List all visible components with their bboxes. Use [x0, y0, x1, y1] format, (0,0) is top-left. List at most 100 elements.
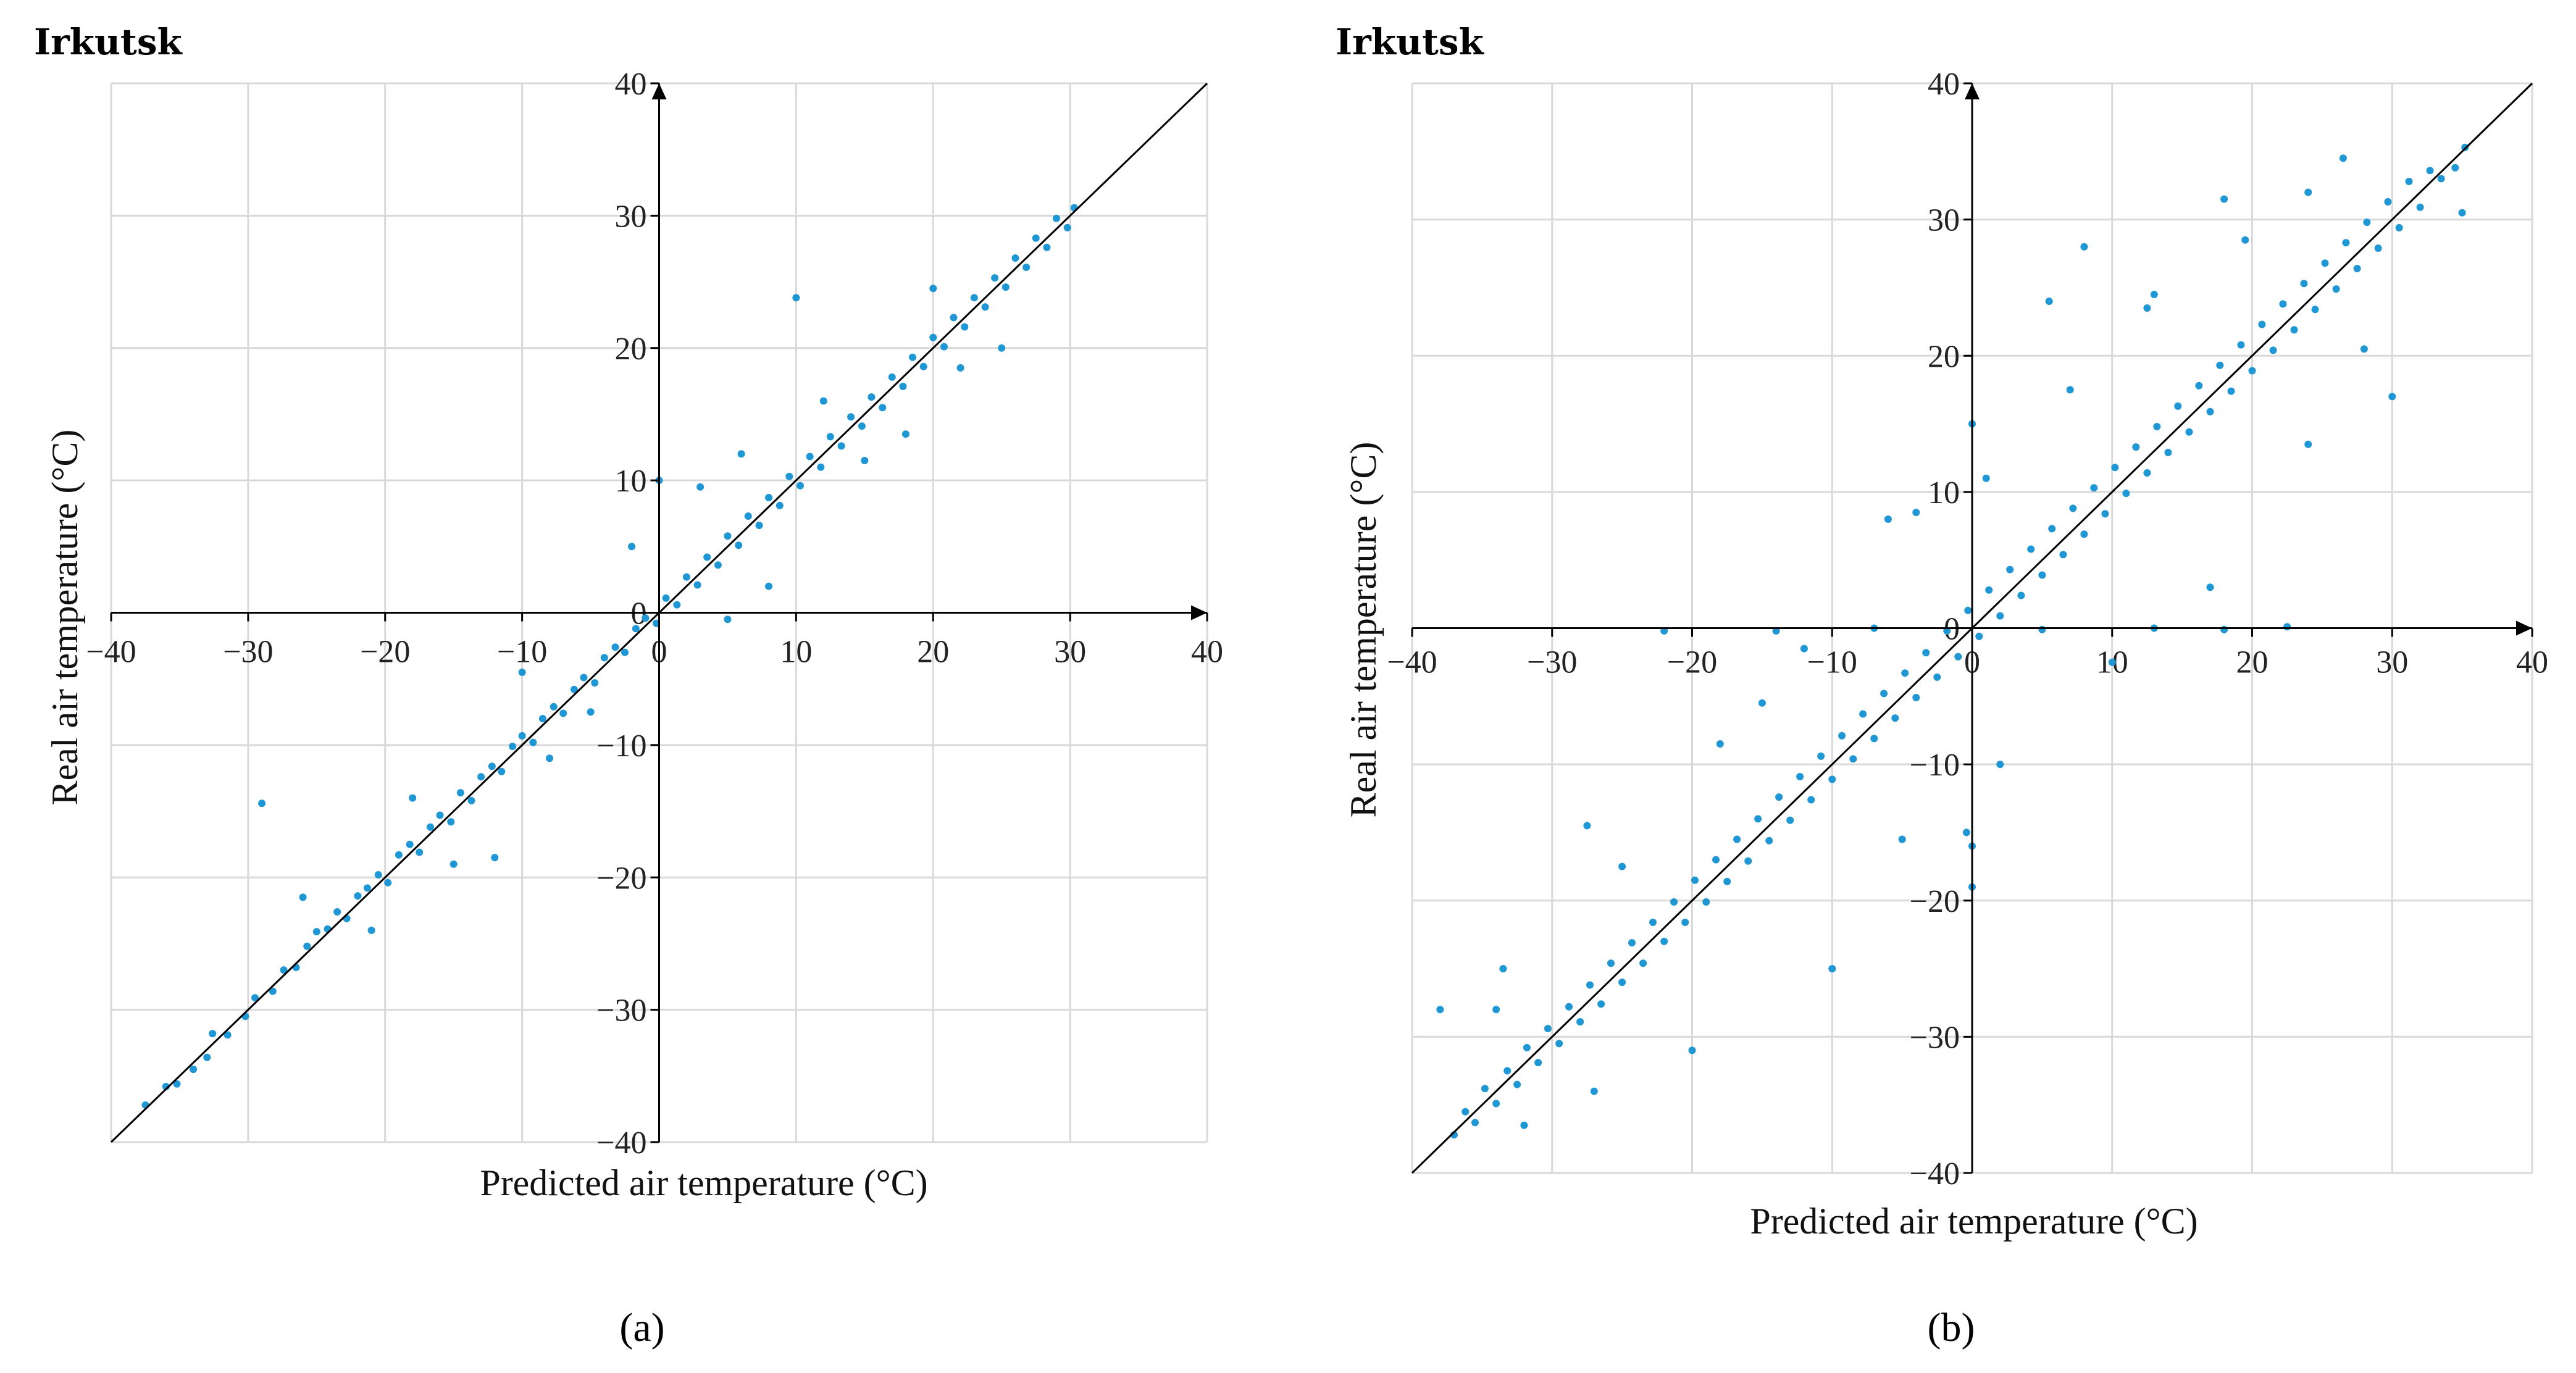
panel-a-data-point: [518, 669, 526, 676]
panel-b-data-point: [1702, 898, 1710, 906]
panel-a-data-point: [384, 878, 392, 887]
panel-b-data-point: [1884, 515, 1892, 523]
panel-b-data-point: [2150, 291, 2158, 298]
panel-b-data-point: [1681, 919, 1689, 926]
panel-b-data-point: [1628, 939, 1636, 947]
panel-a-x-axis-arrow: [1191, 605, 1207, 620]
panel-a-data-point: [735, 541, 743, 549]
panel-a-data-point: [998, 344, 1006, 352]
panel-b-data-point: [1436, 1006, 1444, 1014]
panel-b-data-point: [2353, 265, 2361, 272]
panel-b-data-point: [1786, 816, 1794, 824]
panel-a-data-points: [141, 204, 1078, 1109]
panel-a-data-point: [632, 625, 640, 633]
panel-b-data-point: [2269, 346, 2277, 354]
panel-a-data-point: [1063, 223, 1071, 232]
panel-b-data-point: [2279, 300, 2287, 308]
panel-a-y-tick-label: 40: [615, 67, 647, 102]
panel-b-data-point: [1817, 752, 1825, 760]
panel-b-data-point: [2405, 177, 2413, 185]
panel-b-data-point: [2304, 440, 2312, 448]
panel-b-data-point: [1765, 837, 1773, 845]
panel-a-y-tick-label: −10: [596, 728, 646, 764]
panel-a-data-point: [312, 928, 320, 936]
panel-b-data-point: [1590, 1087, 1598, 1095]
panel-b-caption: (b): [1928, 1305, 1975, 1350]
panel-b-data-point: [2300, 280, 2308, 288]
panel-a-title: Irkutsk: [34, 21, 183, 63]
panel-a-y-tick-label: 30: [615, 199, 647, 234]
panel-a-y-axis-label: Real air temperature (°C): [44, 430, 85, 806]
panel-a-data-point: [861, 457, 869, 464]
panel-b-data-point: [2164, 448, 2172, 456]
panel-b-data-point: [2258, 320, 2266, 328]
panel-b-data-point: [2101, 510, 2109, 518]
panel-b-data-point: [1555, 1040, 1563, 1048]
panel-a-data-point: [333, 908, 341, 916]
panel-b-data-point: [1849, 755, 1857, 763]
panel-b-data-point: [1838, 732, 1846, 740]
panel-a-data-point: [570, 685, 578, 693]
panel-b-data-point: [2038, 625, 2046, 633]
panel-b-x-axis-arrow: [2516, 620, 2532, 636]
panel-b-y-axis-arrow: [1965, 83, 1980, 99]
panel-a-data-point: [436, 811, 444, 819]
panel-b-data-point: [2195, 382, 2203, 390]
panel-b-data-point: [2304, 188, 2312, 196]
panel-a-data-point: [374, 871, 382, 878]
panel-a-data-point: [797, 482, 804, 490]
panel-b-data-point: [2416, 203, 2424, 211]
panel-a-data-point: [173, 1080, 181, 1088]
panel-a-data-point: [406, 840, 414, 848]
panel-b-data-point: [2220, 625, 2228, 633]
panel-a-data-point: [477, 773, 485, 781]
panel-a-data-point: [940, 343, 948, 351]
panel-b-data-point: [1933, 673, 1941, 681]
panel-a-data-point: [395, 851, 403, 859]
panel-a-data-point: [673, 601, 681, 609]
panel-b-data-point: [2108, 658, 2116, 666]
panel-b-data-point: [1898, 835, 1906, 843]
panel-a-data-point: [251, 994, 259, 1002]
panel-b-data-point: [1660, 937, 1668, 945]
panel-a-x-tick-label: −40: [86, 635, 136, 670]
panel-b-data-point: [1975, 632, 1983, 640]
panel-b-data-point: [2027, 545, 2035, 553]
panel-a-data-point: [847, 413, 855, 421]
panel-b-data-point: [1481, 1085, 1489, 1093]
panel-a-data-point: [299, 893, 307, 901]
panel-b-data-point: [1800, 645, 1808, 653]
panel-b-tick-labels: −40 −30 −20 −10 0 10 20 30 40−40−30−20−100102030…: [1387, 67, 2548, 1191]
panel-b-axes: [1411, 82, 2533, 1174]
panel-b-data-point: [1492, 1006, 1500, 1014]
panel-b-data-point: [1499, 965, 1507, 973]
panel-b-data-point: [1996, 761, 2004, 769]
panel-a-data-point: [642, 614, 650, 622]
panel-a-data-point: [509, 743, 517, 750]
panel-b-data-point: [2290, 326, 2298, 334]
panel-b-data-point: [1870, 735, 1878, 743]
panel-b-data-point: [1503, 1067, 1512, 1075]
panel-b-data-point: [1733, 835, 1741, 843]
panel-a-data-point: [724, 532, 732, 540]
panel-b-data-point: [1688, 1046, 1696, 1054]
panel-b-x-tick-label: 30: [2376, 645, 2408, 680]
panel-a-data-point: [858, 422, 866, 430]
panel-b-data-point: [2360, 345, 2368, 353]
panel-a-caption: (a): [619, 1305, 664, 1350]
panel-b-data-point: [1523, 1044, 1531, 1051]
panel-a-data-point: [714, 561, 722, 569]
panel-b-data-point: [1723, 877, 1731, 885]
panel-b-y-tick-label: 30: [1928, 203, 1960, 238]
panel-b-data-point: [2059, 551, 2067, 559]
panel-a-data-point: [491, 854, 499, 862]
panel-b-data-point: [1796, 773, 1804, 780]
panel-a-data-point: [621, 648, 629, 656]
panel-a-data-point: [785, 472, 793, 480]
panel-a-data-point: [456, 789, 464, 797]
panel-a-data-point: [559, 709, 567, 717]
panel-a-y-axis-arrow: [651, 83, 667, 99]
panel-a-identity-line: [110, 82, 1208, 1143]
panel-b-data-point: [2220, 195, 2228, 203]
panel-b-x-tick-label: 20: [2236, 645, 2269, 680]
